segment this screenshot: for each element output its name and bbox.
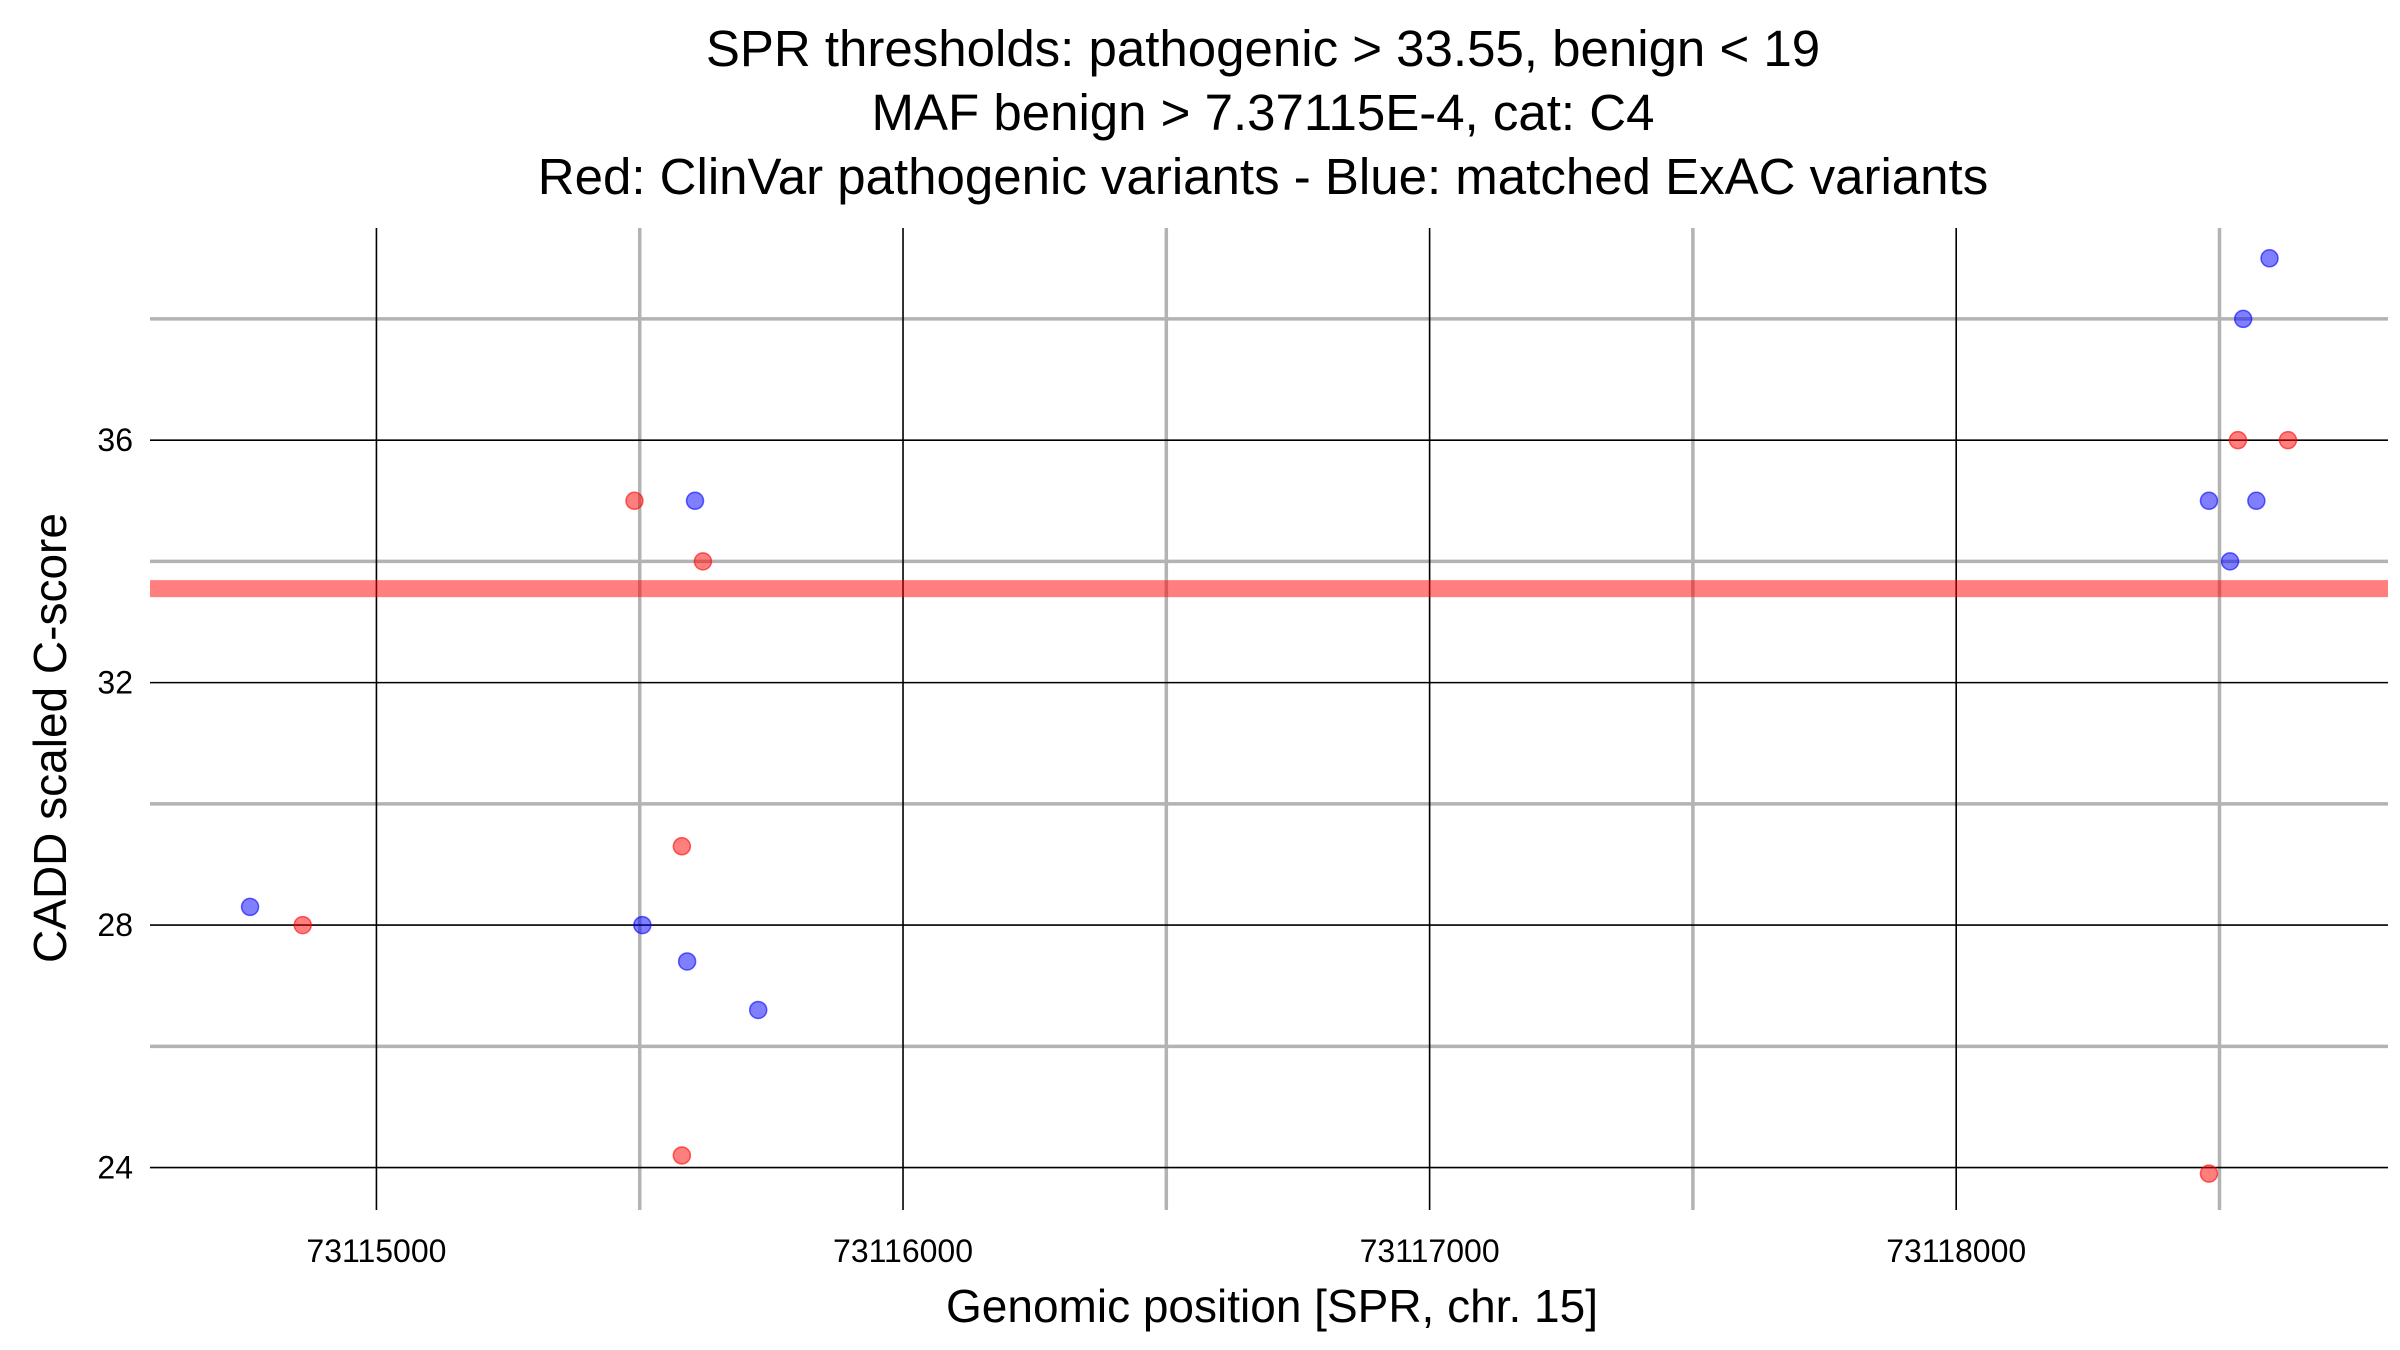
data-point — [633, 915, 652, 935]
data-point — [672, 837, 692, 856]
major-grid — [150, 228, 2388, 1210]
data-point — [685, 491, 705, 511]
y-tick-label: 32 — [97, 665, 133, 701]
title-line-2: MAF benign > 7.37115E-4, cat: C4 — [872, 84, 1655, 141]
data-points — [240, 249, 2298, 1183]
minor-grid — [150, 228, 2388, 1210]
data-point — [2199, 491, 2219, 511]
x-tick-label: 73118000 — [1886, 1233, 2026, 1269]
y-axis-title: CADD scaled C-score — [24, 513, 76, 963]
data-point — [625, 491, 644, 511]
data-point — [2278, 430, 2298, 450]
data-point — [672, 1146, 692, 1165]
data-point — [240, 897, 260, 917]
title-line-3: Red: ClinVar pathogenic variants - Blue:… — [538, 148, 1988, 205]
y-tick-label: 28 — [97, 907, 133, 943]
x-tick-labels: 73115000 73116000 73117000 73118000 — [306, 1233, 2026, 1269]
chart-title: SPR thresholds: pathogenic > 33.55, beni… — [538, 20, 1988, 205]
title-line-1: SPR thresholds: pathogenic > 33.55, beni… — [706, 20, 1820, 77]
data-point — [293, 915, 312, 935]
data-point — [748, 1000, 768, 1020]
data-point — [2260, 249, 2279, 268]
data-point — [2233, 309, 2253, 329]
y-tick-labels: 24 28 32 36 — [97, 422, 133, 1185]
data-point — [2228, 430, 2248, 450]
x-tick-label: 73115000 — [306, 1233, 446, 1269]
data-point — [693, 552, 713, 571]
data-point — [2220, 552, 2240, 571]
y-tick-label: 36 — [97, 422, 133, 458]
y-tick-label: 24 — [97, 1150, 133, 1186]
data-point — [2199, 1164, 2219, 1183]
x-tick-label: 73116000 — [833, 1233, 973, 1269]
x-tick-label: 73117000 — [1360, 1233, 1500, 1269]
data-point — [2247, 491, 2266, 511]
data-point — [677, 952, 697, 971]
x-axis-title: Genomic position [SPR, chr. 15] — [946, 1280, 1598, 1332]
